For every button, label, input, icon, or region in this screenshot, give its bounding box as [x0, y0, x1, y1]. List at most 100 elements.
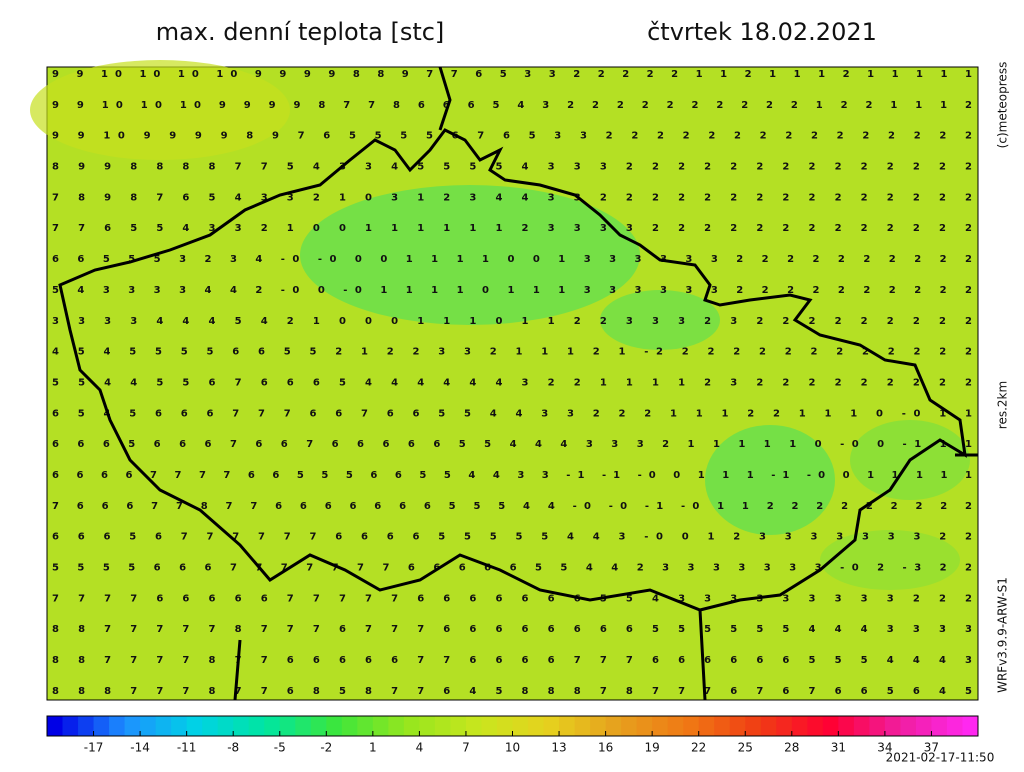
- border-line: [233, 66, 978, 701]
- colorbar-swatch: [295, 716, 312, 736]
- colorbar-swatch: [714, 716, 731, 736]
- colorbar-swatch: [698, 716, 715, 736]
- cold-area: [300, 185, 640, 325]
- grid-row: 6 6 6 5 6 6 6 7 6 6 7 6 6 6 6 6 5 5 4 4 …: [52, 439, 972, 450]
- grid-row: 5 4 3 3 3 3 4 4 2 -0 0 -0 1 1 1 1 0 1 1 …: [52, 285, 972, 296]
- grid-row: 8 8 8 7 7 7 8 7 7 6 8 5 8 7 7 6 4 5 8 8 …: [52, 686, 972, 697]
- colorbar-swatch: [574, 716, 591, 736]
- grid-row: 8 8 7 7 7 7 7 8 7 7 7 6 7 7 7 6 6 6 6 6 …: [52, 624, 972, 635]
- grid-row: 6 6 5 5 5 3 2 3 4 -0 -0 0 0 1 1 1 1 0 0 …: [52, 254, 972, 265]
- grid-row: 7 7 7 7 6 6 6 6 6 7 7 7 7 7 6 6 6 6 6 6 …: [52, 593, 972, 604]
- colorbar-swatch: [853, 716, 870, 736]
- colorbar-swatch: [450, 716, 467, 736]
- colorbar-tick-label: 10: [505, 741, 520, 755]
- colorbar-swatch: [528, 716, 545, 736]
- colorbar-tick-label: -5: [274, 741, 286, 755]
- colorbar-swatch: [171, 716, 188, 736]
- colorbar-swatch: [326, 716, 343, 736]
- colorbar-tick-label: 4: [416, 741, 424, 755]
- model: WRFv3.9.9-ARW-S1: [996, 577, 1010, 693]
- colorbar-tick-label: 25: [738, 741, 753, 755]
- grid-row: 5 5 4 4 5 5 6 7 6 6 6 5 4 4 4 4 4 4 3 2 …: [52, 377, 972, 388]
- colorbar-tick-label: 7: [462, 741, 470, 755]
- colorbar-swatch: [155, 716, 172, 736]
- colorbar-swatch: [807, 716, 824, 736]
- colorbar: -17 -14 -11 -8 -5 -2 1 4 7 10 13 16 19 22 25 28 31 34 37: [46, 715, 979, 755]
- border: [58, 128, 967, 612]
- colorbar-tick-label: -14: [130, 741, 150, 755]
- map-frame: [46, 66, 979, 701]
- colorbar-swatch: [745, 716, 762, 736]
- cold-area: [600, 290, 720, 350]
- colorbar-swatch: [543, 716, 560, 736]
- colorbar-swatch: [248, 716, 265, 736]
- grid-row: 8 9 9 8 8 8 8 7 7 5 4 3 3 4 5 5 5 5 4 3 …: [52, 162, 972, 173]
- copyright: (c)meteopress: [996, 62, 1010, 149]
- colorbar-swatch: [791, 716, 808, 736]
- cool-area: [820, 530, 960, 590]
- colorbar-swatch: [93, 716, 110, 736]
- grid-row: 3 3 3 3 4 4 4 5 4 2 1 0 0 0 1 1 1 0 1 1 …: [52, 316, 972, 327]
- colorbar-tick-label: 16: [598, 741, 613, 755]
- title: max. denní teplota [stc]: [156, 18, 445, 46]
- colorbar-swatch: [590, 716, 607, 736]
- colorbar-tick-label: -2: [320, 741, 332, 755]
- colorbar-swatch: [388, 716, 405, 736]
- colorbar-tick-label: -11: [177, 741, 197, 755]
- colorbar-swatch: [884, 716, 901, 736]
- colorbar-swatch: [140, 716, 157, 736]
- grid-row: 7 8 9 8 7 6 5 4 3 3 2 1 0 3 1 2 3 4 4 3 …: [52, 192, 972, 203]
- colorbar-swatch: [652, 716, 669, 736]
- colorbar-swatch: [279, 716, 296, 736]
- colorbar-swatch: [217, 716, 234, 736]
- colorbar-tick-label: 19: [645, 741, 660, 755]
- colorbar-tick-label: 13: [551, 741, 566, 755]
- colorbar-swatch: [481, 716, 498, 736]
- colorbar-tick-label: 22: [691, 741, 706, 755]
- colorbar-swatch: [434, 716, 451, 736]
- grid-row: 5 5 5 5 6 6 6 7 7 7 7 7 7 7 6 6 6 6 6 5 …: [52, 563, 972, 574]
- colorbar-tick-label: 34: [877, 741, 892, 755]
- colorbar-swatch: [915, 716, 932, 736]
- colorbar-swatch: [419, 716, 436, 736]
- colorbar-tick-label: -8: [227, 741, 239, 755]
- colorbar-swatch: [946, 716, 963, 736]
- colorbar-swatch: [683, 716, 700, 736]
- colorbar-swatch: [838, 716, 855, 736]
- colorbar-swatch: [496, 716, 513, 736]
- colorbar-swatch: [233, 716, 250, 736]
- grid-row: 7 7 6 5 5 4 3 3 2 1 0 0 1 1 1 1 1 1 2 3 …: [52, 223, 972, 234]
- colorbar-swatch: [729, 716, 746, 736]
- colorbar-tick-label: -17: [84, 741, 104, 755]
- colorbar-swatch: [559, 716, 576, 736]
- colorbar-swatch: [605, 716, 622, 736]
- colorbar-swatch: [931, 716, 948, 736]
- colorbar-tick-label: 31: [831, 741, 846, 755]
- colorbar-swatch: [465, 716, 482, 736]
- colorbar-swatch: [512, 716, 529, 736]
- colorbar-swatch: [403, 716, 420, 736]
- colorbar-swatch: [186, 716, 203, 736]
- colorbar-swatch: [822, 716, 839, 736]
- colorbar-tick-label: 37: [924, 741, 939, 755]
- colorbar-swatch: [124, 716, 141, 736]
- grid-row: 8 8 7 7 7 7 8 7 7 6 6 6 6 6 7 7 6 6 6 6 …: [52, 655, 972, 666]
- colorbar-swatch: [47, 716, 64, 736]
- colorbar-swatch: [962, 716, 979, 736]
- colorbar-swatch: [341, 716, 358, 736]
- colorbar-swatch: [776, 716, 793, 736]
- colorbar-swatch: [372, 716, 389, 736]
- date: čtvrtek 18.02.2021: [647, 18, 877, 46]
- map: 9 9 10 10 10 10 9 9 9 9 8 8 9 7 7 6 5 3 …: [30, 60, 979, 701]
- colorbar-swatch: [357, 716, 374, 736]
- grid-row: 7 6 6 6 7 7 8 7 7 6 6 6 6 6 6 6 5 5 5 4 …: [52, 501, 972, 512]
- warm-area: [30, 60, 290, 160]
- colorbar-swatch: [621, 716, 638, 736]
- colorbar-tick-label: 28: [784, 741, 799, 755]
- cold-area: [705, 425, 835, 535]
- colorbar-swatch: [78, 716, 95, 736]
- colorbar-swatch: [202, 716, 219, 736]
- colorbar-swatch: [667, 716, 684, 736]
- colorbar-swatch: [310, 716, 327, 736]
